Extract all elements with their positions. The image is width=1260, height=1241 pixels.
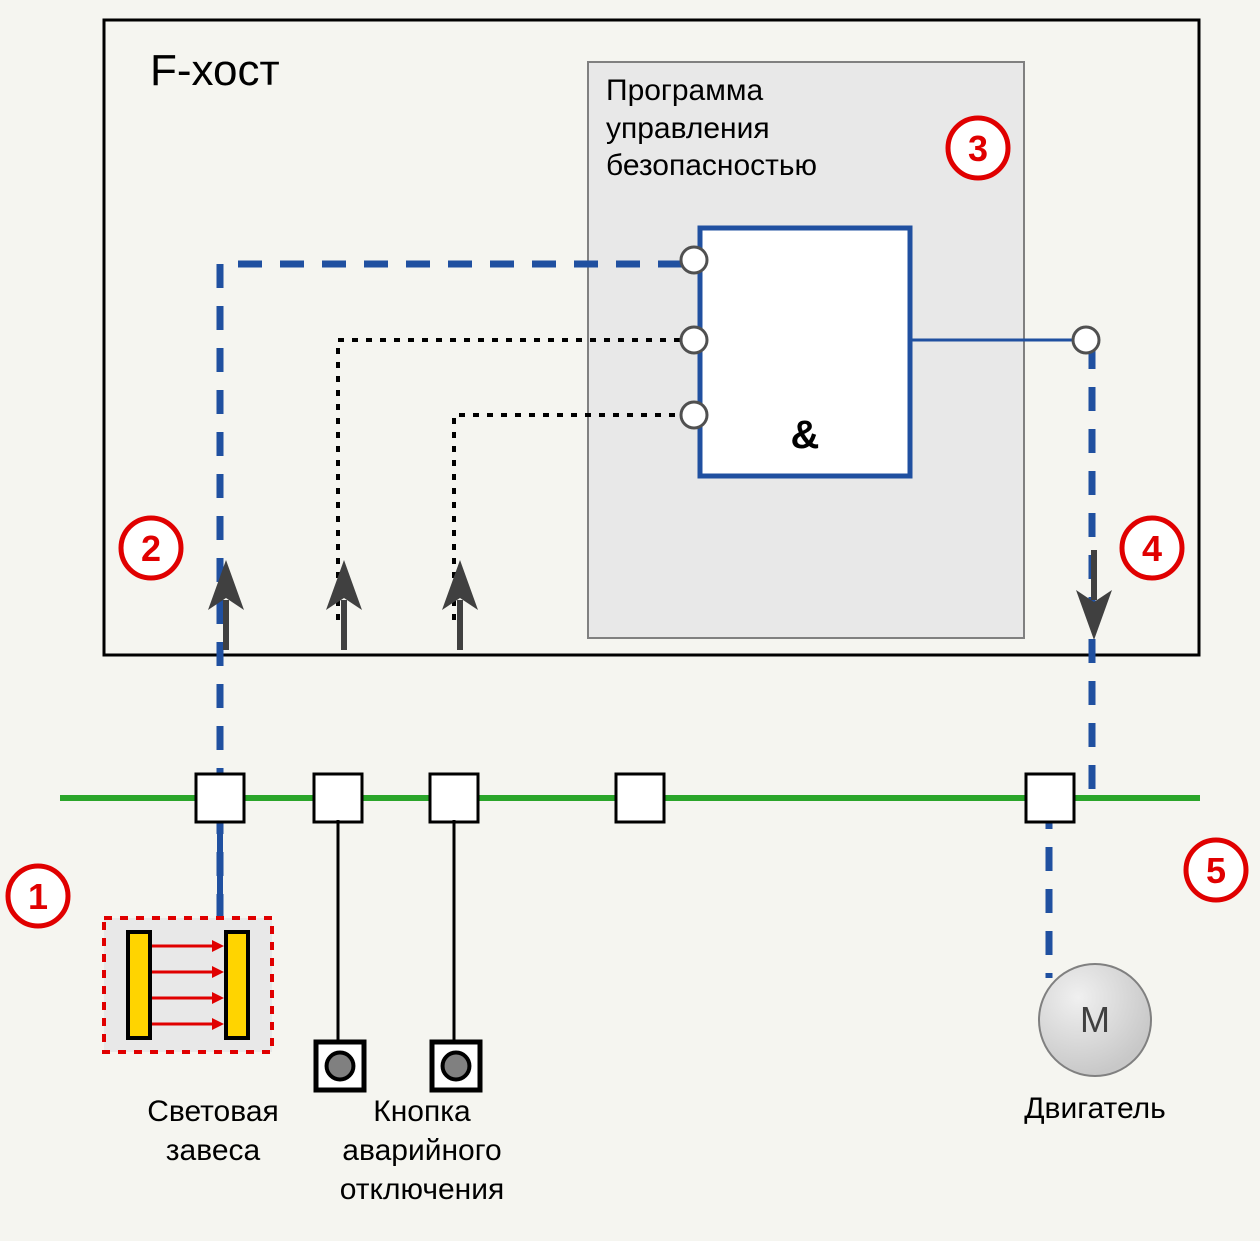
- logic-output: [1073, 327, 1099, 353]
- bus-node-1: [314, 774, 362, 822]
- host-title: F-хост: [150, 46, 280, 96]
- bus-node-2: [430, 774, 478, 822]
- estop-label: Кнопка аварийного отключения: [302, 1092, 542, 1209]
- bus-node-3: [616, 774, 664, 822]
- and-symbol: &: [791, 413, 820, 457]
- diagram-svg: & M 1 2 3 4 5: [0, 0, 1260, 1241]
- logic-input-2: [681, 402, 707, 428]
- marker-label-3: 3: [968, 128, 988, 169]
- marker-label-1: 1: [28, 876, 48, 917]
- marker-label-2: 2: [141, 528, 161, 569]
- motor-symbol: M: [1080, 999, 1110, 1040]
- light-curtain-label: Световая завеса: [108, 1092, 318, 1170]
- estop-button-cap-1: [443, 1053, 470, 1080]
- bus-node-4: [1026, 774, 1074, 822]
- marker-label-4: 4: [1142, 528, 1162, 569]
- bus-node-0: [196, 774, 244, 822]
- signal-line-down: [1049, 345, 1092, 978]
- logic-input-1: [681, 327, 707, 353]
- diagram-stage: & M 1 2 3 4 5 F-хост Программа управления безо…: [0, 0, 1260, 1241]
- estop-button-cap-0: [327, 1053, 354, 1080]
- light-curtain-bar-1: [226, 932, 248, 1038]
- marker-label-5: 5: [1206, 850, 1226, 891]
- light-curtain-bar-0: [128, 932, 150, 1038]
- program-label: Программа управления безопасностью: [606, 72, 817, 185]
- motor-label: Двигатель: [1000, 1092, 1190, 1126]
- logic-input-0: [681, 247, 707, 273]
